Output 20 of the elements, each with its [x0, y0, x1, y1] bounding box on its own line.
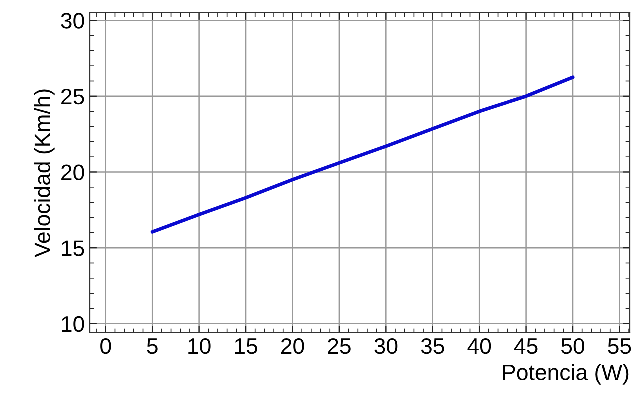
y-tick-label: 30 [61, 13, 84, 29]
x-tick-label: 0 [100, 338, 112, 354]
x-tick-label: 55 [608, 338, 632, 354]
x-tick-label: 45 [514, 338, 538, 354]
x-tick-label: 30 [374, 338, 398, 354]
y-tick-label: 10 [62, 316, 84, 332]
y-axis-title: Velocidad (Km/h) [34, 90, 55, 258]
x-tick-label: 35 [421, 338, 444, 354]
x-tick-label: 50 [562, 338, 584, 354]
x-axis-title: Potencia (W) [503, 364, 629, 385]
y-tick-label: 20 [62, 164, 84, 181]
x-tick-label: 10 [188, 338, 211, 354]
x-tick-label: 40 [468, 338, 492, 354]
y-tick-label: 25 [62, 88, 84, 105]
x-tick-label: 20 [281, 338, 304, 354]
x-tick-label: 15 [235, 338, 258, 354]
line-series [150, 76, 575, 234]
x-tick-label: 5 [147, 338, 158, 354]
y-tick-label: 15 [62, 240, 84, 256]
x-tick-label: 25 [328, 338, 351, 354]
